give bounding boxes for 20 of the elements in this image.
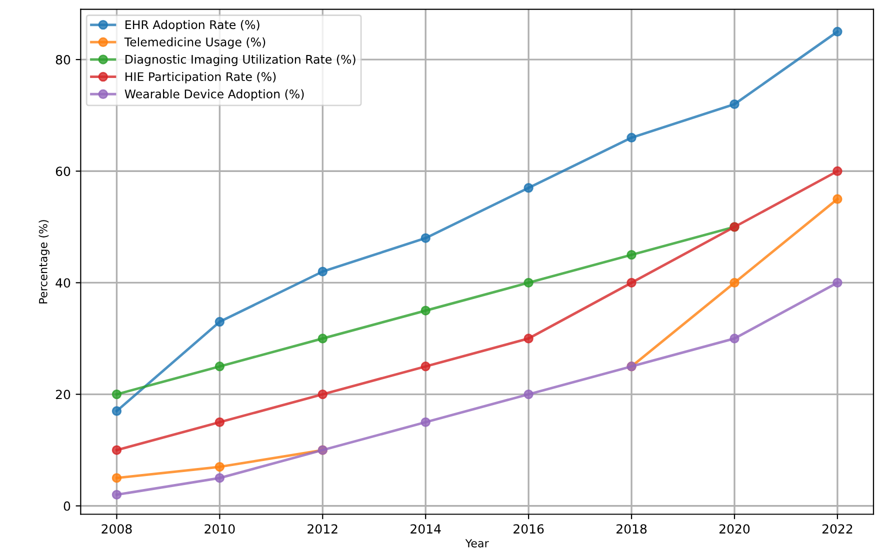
x-tick-label: 2022 <box>822 524 852 534</box>
y-tick-label: 60 <box>56 166 70 176</box>
legend-label: HIE Participation Rate (%) <box>126 72 276 84</box>
x-axis-title: Year <box>465 539 489 548</box>
x-tick-label: 2018 <box>616 524 647 534</box>
legend-label: EHR Adoption Rate (%) <box>126 20 260 32</box>
x-tick-label: 2020 <box>720 524 750 534</box>
y-tick-label: 80 <box>56 55 70 64</box>
x-tick-label: 2014 <box>410 524 441 534</box>
x-tick-label: 2012 <box>308 524 338 534</box>
x-tick-label: 2008 <box>102 524 132 534</box>
x-tick-label: 2010 <box>204 524 235 534</box>
legend-label: Telemedicine Usage (%) <box>124 37 266 49</box>
y-tick-label: 0 <box>64 501 70 511</box>
legend-label: Wearable Device Adoption (%) <box>124 89 304 101</box>
y-tick-label: 40 <box>56 278 70 288</box>
x-tick-label: 2016 <box>514 524 544 534</box>
y-axis-title: Percentage (%) <box>38 220 50 304</box>
legend-label: Diagnostic Imaging Utilization Rate (%) <box>126 54 356 66</box>
y-tick-label: 20 <box>56 390 70 400</box>
